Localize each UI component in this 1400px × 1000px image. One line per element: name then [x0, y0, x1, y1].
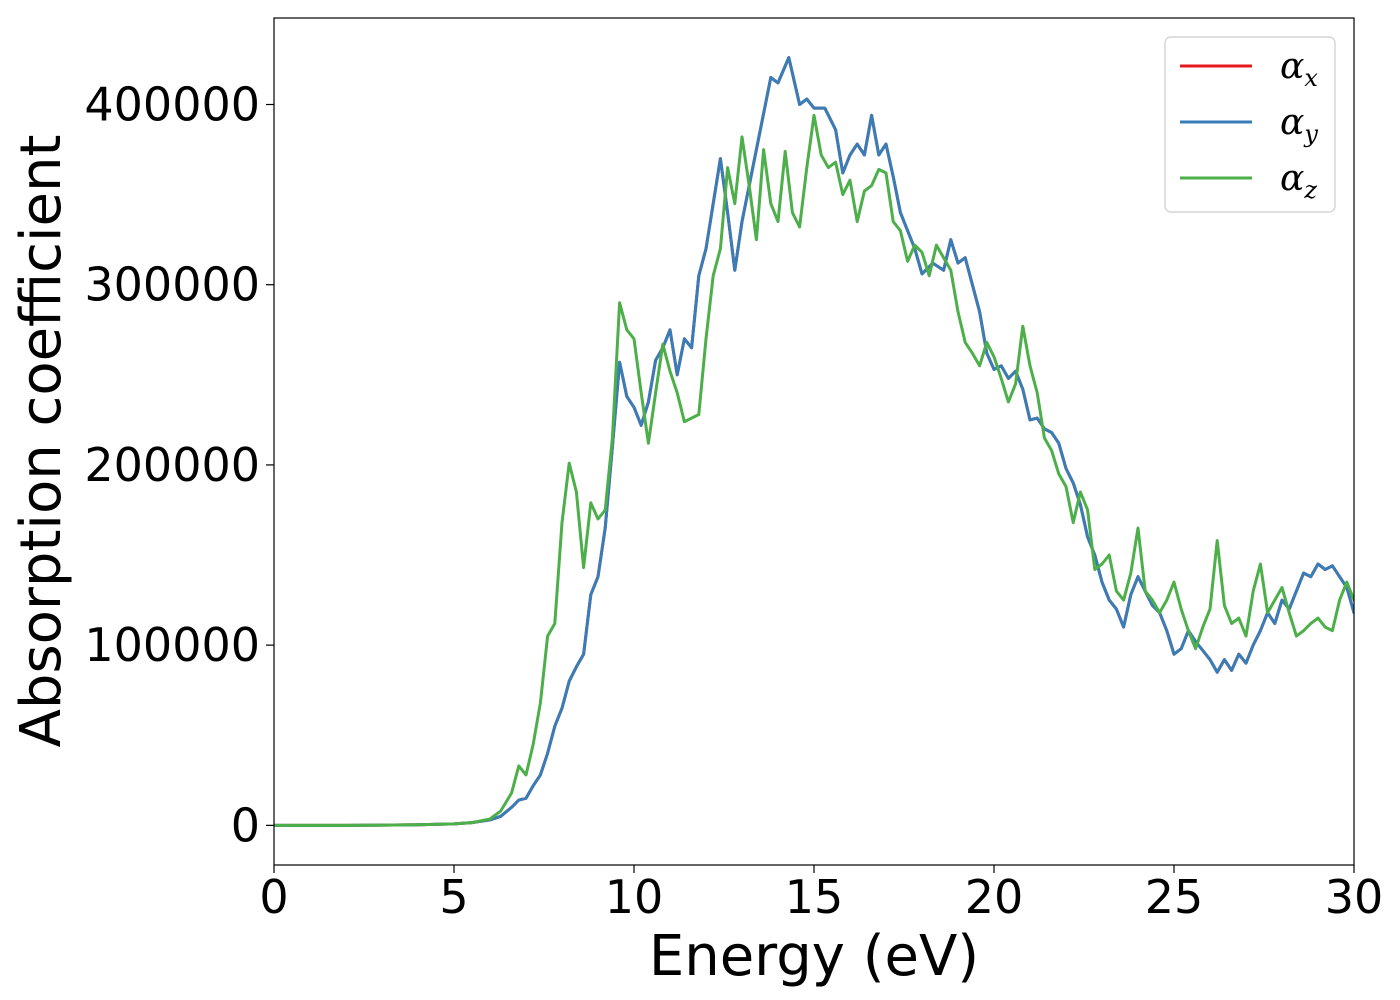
series-line-z: [274, 113, 1354, 827]
x-tick-label: 20: [965, 870, 1024, 924]
x-tick-label: 25: [1145, 870, 1204, 924]
legend-label-z: αz: [1280, 158, 1317, 204]
y-axis-title: Absorption coefficient: [9, 135, 74, 748]
y-tick-label: 400000: [84, 78, 260, 132]
series-line-y: [274, 56, 1354, 827]
legend-label-y: αy: [1280, 102, 1318, 148]
y-tick-label: 0: [231, 798, 260, 852]
legend-label-x: αx: [1280, 46, 1318, 92]
x-tick-label: 15: [785, 870, 844, 924]
y-tick-label: 200000: [84, 438, 260, 492]
x-tick-label: 5: [439, 870, 468, 924]
y-tick-label: 100000: [84, 618, 260, 672]
legend: αx αy αz: [1164, 36, 1336, 213]
series-layer: [274, 56, 1354, 827]
x-tick-label: 10: [605, 870, 664, 924]
x-axis-title: Energy (eV): [649, 924, 979, 989]
x-tick-label: 0: [259, 870, 288, 924]
ticks-layer: 0 5 10 15 20 25 30 0 100000 200000 300000 400000: [84, 78, 1383, 924]
y-tick-label: 300000: [84, 258, 260, 312]
legend-box: [1164, 36, 1336, 213]
x-tick-label: 30: [1325, 870, 1384, 924]
